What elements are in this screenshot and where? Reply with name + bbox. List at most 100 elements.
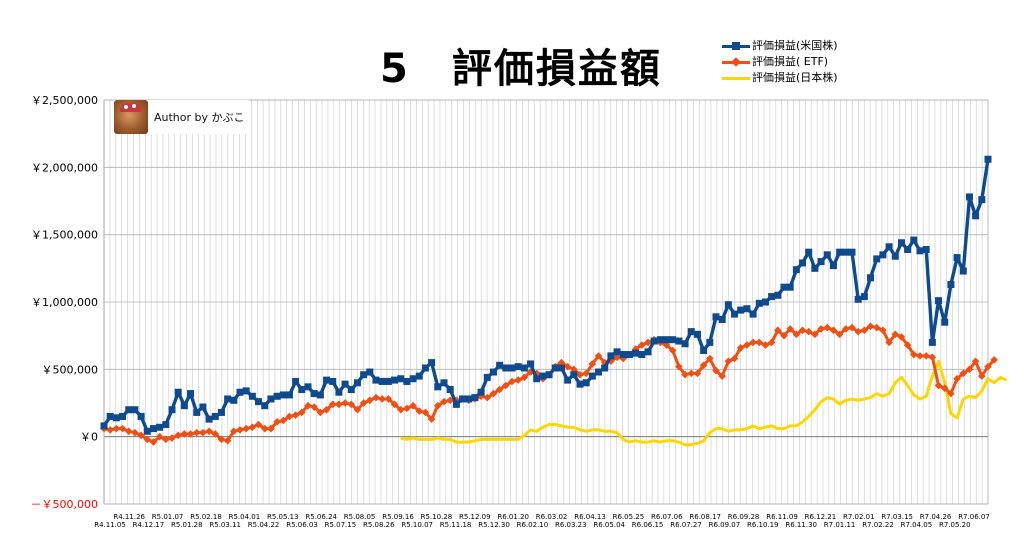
data-point-diamond	[347, 400, 356, 409]
data-point-diamond	[378, 395, 386, 403]
data-point-square	[953, 254, 961, 262]
data-point-square	[267, 395, 275, 403]
data-point-diamond	[767, 338, 776, 347]
data-point-square	[520, 364, 528, 372]
data-point-square	[131, 406, 139, 414]
data-point-diamond	[835, 330, 844, 339]
data-point-diamond	[563, 362, 572, 371]
data-point-square	[465, 395, 473, 403]
x-tick-label-top: R7.02.01	[843, 513, 875, 521]
data-point-square	[285, 391, 293, 399]
data-point-square	[143, 427, 151, 435]
legend-item-us-stock: 評価損益(米国株)	[722, 38, 838, 54]
data-point-diamond	[749, 338, 757, 347]
data-point-diamond	[328, 400, 337, 409]
data-point-square	[718, 316, 726, 324]
data-point-square	[502, 364, 510, 372]
data-point-square	[595, 368, 603, 376]
data-point-square	[409, 375, 417, 383]
x-tick-label-top: R6.05.25	[613, 513, 645, 521]
data-point-square	[675, 337, 683, 345]
data-point-square	[786, 283, 794, 291]
data-point-square	[693, 330, 701, 338]
data-point-square	[255, 398, 263, 406]
data-point-diamond	[162, 435, 170, 444]
data-point-square	[205, 415, 213, 423]
x-tick-label-bottom: R6.02.10	[517, 521, 549, 529]
data-point-square	[341, 380, 349, 388]
x-tick-label-bottom: R7.02.22	[862, 521, 894, 529]
y-axis: ￥2,500,000 ￥2,000,000 ￥1,500,000 ￥1,000,000…	[31, 94, 99, 511]
data-point-diamond	[916, 352, 924, 360]
data-point-diamond	[205, 427, 213, 436]
x-tick-label-top: R4.11.26	[113, 513, 145, 521]
data-point-square	[700, 346, 708, 354]
data-point-square	[625, 351, 633, 359]
data-point-diamond	[384, 395, 393, 403]
data-point-square	[867, 274, 875, 282]
data-point-square	[749, 310, 757, 318]
data-point-diamond	[396, 405, 405, 414]
x-tick-label-bottom: R6.09.07	[709, 521, 741, 529]
legend-swatch-square-icon	[722, 38, 750, 54]
x-tick-label-top: R6.11.09	[766, 513, 798, 521]
x-tick-label-bottom: R6.03.23	[555, 521, 587, 529]
series-layer	[100, 155, 1008, 447]
data-point-square	[353, 379, 361, 387]
author-badge: Author by かぶこ	[114, 100, 249, 134]
x-tick-label-bottom: R5.08.26	[363, 521, 395, 529]
data-point-diamond	[675, 362, 683, 371]
x-tick-label-top: R5.01.07	[152, 513, 184, 521]
series-line	[400, 359, 1008, 447]
data-point-diamond	[508, 377, 516, 386]
data-point-diamond	[644, 338, 652, 347]
data-point-square	[125, 406, 133, 414]
data-point-diamond	[811, 330, 819, 339]
data-point-square	[854, 295, 862, 303]
data-point-diamond	[155, 432, 164, 441]
data-point-diamond	[149, 438, 158, 446]
x-tick-label-top: R5.08.05	[344, 513, 376, 521]
data-point-square	[372, 376, 380, 384]
data-point-diamond	[940, 384, 949, 392]
x-tick-label-top: R5.04.01	[229, 513, 261, 521]
data-point-diamond	[242, 424, 250, 433]
data-point-square	[415, 372, 423, 380]
y-tick-label: －￥500,000	[31, 498, 99, 511]
x-tick-label-top: R6.12.21	[805, 513, 837, 521]
data-point-square	[829, 262, 837, 270]
data-point-diamond	[366, 396, 374, 405]
data-point-diamond	[168, 434, 176, 442]
data-point-diamond	[298, 408, 306, 417]
data-point-square	[100, 422, 108, 430]
data-point-square	[149, 425, 157, 433]
gridlines	[103, 99, 989, 505]
x-tick-label-top: R6.07.06	[651, 513, 683, 521]
data-point-square	[477, 388, 485, 396]
data-point-square	[527, 360, 535, 368]
data-point-square	[731, 310, 739, 318]
x-tick-label-top: R7.04.26	[920, 513, 952, 521]
data-point-square	[329, 377, 337, 385]
data-point-square	[217, 408, 225, 416]
data-point-square	[199, 403, 207, 411]
data-point-square	[799, 259, 807, 267]
data-point-square	[452, 400, 460, 408]
data-point-square	[891, 252, 899, 260]
x-tick-label-bottom: R5.06.03	[286, 521, 318, 529]
data-point-diamond	[483, 393, 492, 402]
data-point-square	[582, 379, 590, 387]
data-point-diamond	[854, 327, 862, 336]
data-point-square	[780, 283, 788, 291]
data-point-diamond	[390, 400, 399, 409]
data-point-square	[106, 412, 114, 420]
x-tick-label-bottom: R6.06.15	[632, 521, 664, 529]
data-point-diamond	[842, 325, 850, 333]
data-point-diamond	[514, 376, 522, 384]
data-point-square	[180, 402, 188, 410]
data-point-square	[928, 338, 936, 346]
data-point-square	[737, 306, 745, 314]
data-point-square	[483, 373, 491, 381]
chart-title: 5 評価損益額	[380, 46, 662, 92]
data-point-diamond	[891, 330, 900, 339]
